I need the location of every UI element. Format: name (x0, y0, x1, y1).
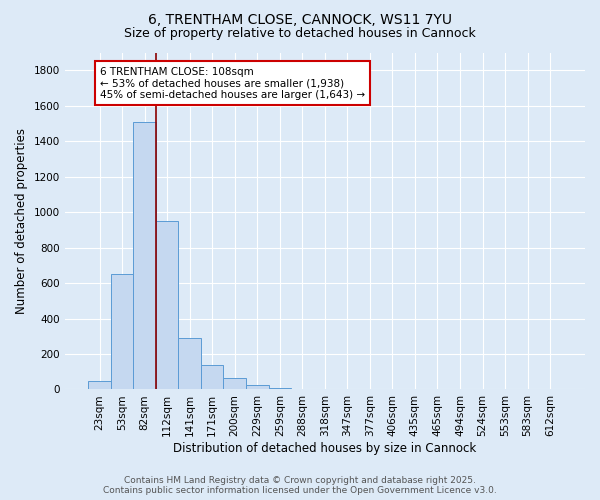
Bar (111, 274, 133, 390)
Bar (246, 385, 269, 390)
Bar (156, 221, 178, 390)
Bar (291, 389, 314, 390)
Y-axis label: Number of detached properties: Number of detached properties (15, 128, 28, 314)
Bar (178, 338, 201, 390)
Bar (88, 380, 111, 390)
Bar (201, 364, 223, 390)
X-axis label: Distribution of detached houses by size in Cannock: Distribution of detached houses by size … (173, 442, 476, 455)
Text: Contains HM Land Registry data © Crown copyright and database right 2025.
Contai: Contains HM Land Registry data © Crown c… (103, 476, 497, 495)
Text: 6 TRENTHAM CLOSE: 108sqm
← 53% of detached houses are smaller (1,938)
45% of sem: 6 TRENTHAM CLOSE: 108sqm ← 53% of detach… (100, 66, 365, 100)
Bar (223, 378, 246, 390)
Text: Size of property relative to detached houses in Cannock: Size of property relative to detached ho… (124, 28, 476, 40)
Bar (133, 122, 156, 390)
Bar (269, 388, 291, 390)
Text: 6, TRENTHAM CLOSE, CANNOCK, WS11 7YU: 6, TRENTHAM CLOSE, CANNOCK, WS11 7YU (148, 12, 452, 26)
